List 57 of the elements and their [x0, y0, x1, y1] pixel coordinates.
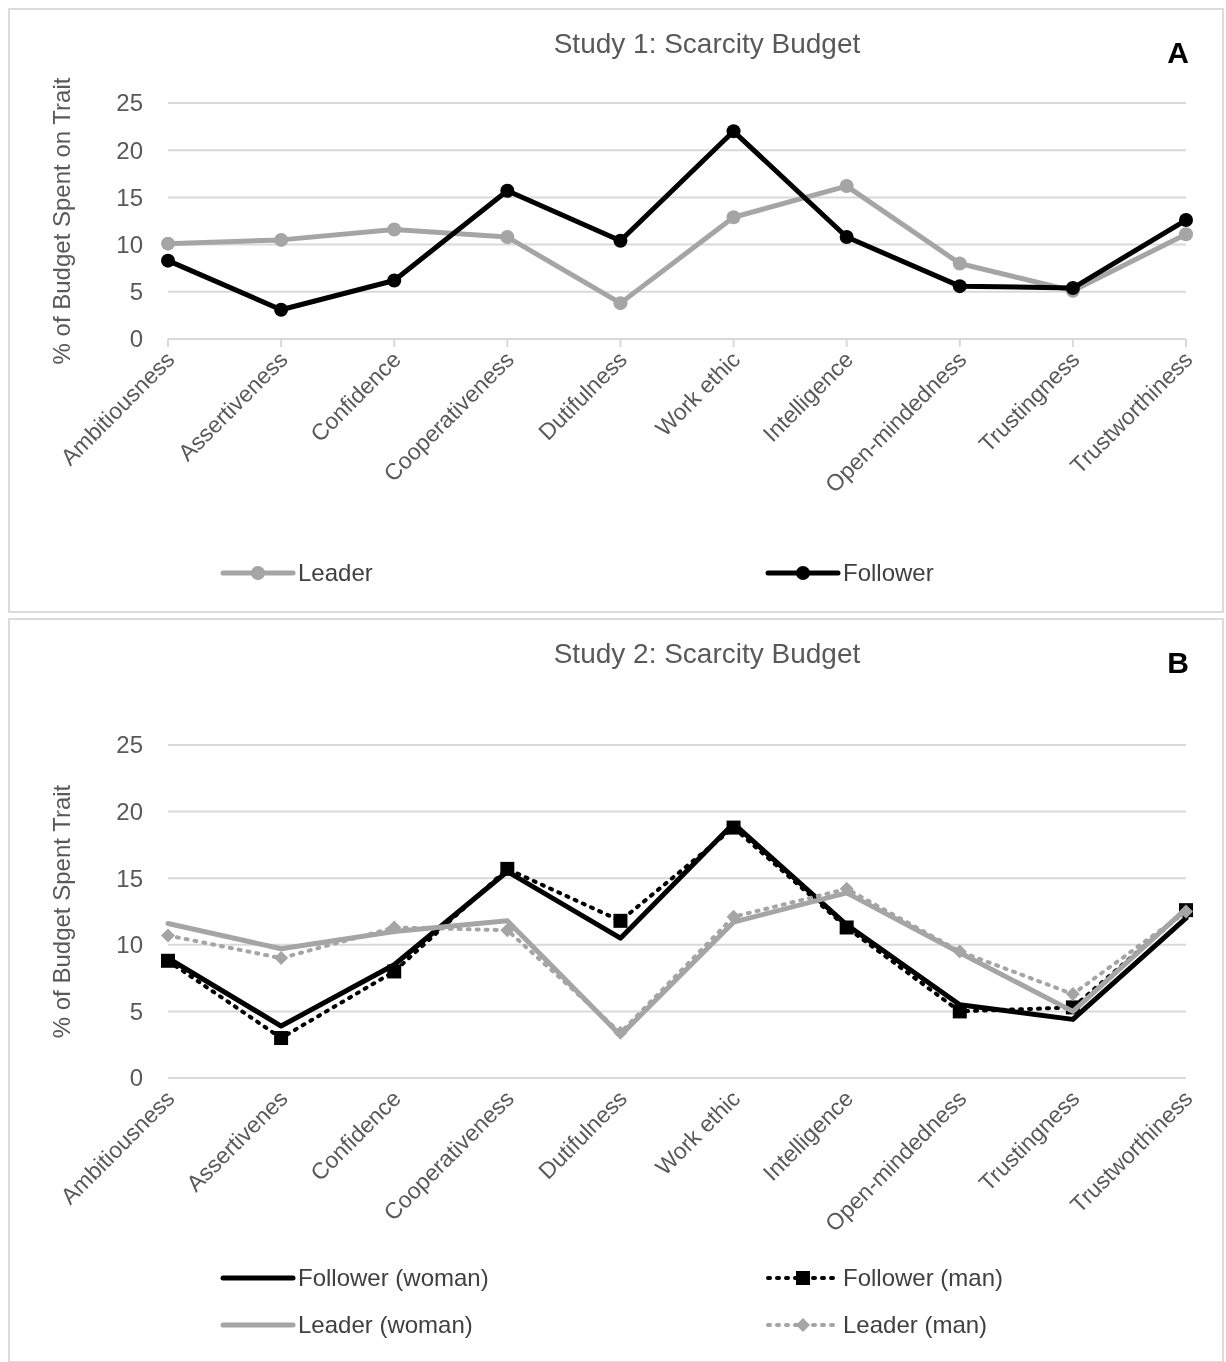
y-tick-label: 0 — [129, 325, 143, 353]
point — [500, 183, 515, 198]
legend-label: Leader (man) — [843, 1311, 988, 1339]
point — [952, 279, 967, 294]
y-tick-label: 15 — [116, 864, 143, 892]
point — [500, 861, 515, 876]
point — [387, 964, 402, 979]
y-tick-label: 20 — [116, 136, 143, 164]
legend-label: Follower (man) — [843, 1264, 1004, 1292]
legend-label: Leader (woman) — [298, 1311, 473, 1339]
legend-label: Follower — [843, 559, 934, 587]
y-tick-label: 25 — [116, 731, 143, 759]
point — [274, 1031, 289, 1046]
point — [952, 256, 967, 271]
y-tick-label: 5 — [129, 278, 143, 306]
point — [274, 232, 289, 247]
y-tick-label: 10 — [116, 931, 143, 959]
legend-label: Follower (woman) — [298, 1264, 489, 1292]
point — [952, 1004, 967, 1019]
point — [161, 236, 175, 251]
point — [274, 302, 289, 317]
point — [613, 1025, 628, 1040]
point — [952, 944, 967, 959]
y-tick-label: 0 — [129, 1064, 143, 1092]
y-tick-label: 20 — [116, 798, 143, 825]
point — [387, 920, 402, 935]
point — [500, 923, 515, 938]
point — [161, 253, 175, 268]
text: A — [1167, 36, 1189, 69]
point — [387, 222, 402, 237]
point — [726, 124, 741, 139]
point — [613, 233, 628, 248]
point — [726, 210, 741, 225]
point — [274, 951, 289, 966]
y-axis-title: % of Budget Spent Trait — [48, 784, 75, 1039]
chart-title: Study 1: Scarcity Budget — [553, 28, 861, 59]
point — [161, 928, 175, 943]
point — [387, 273, 402, 288]
point — [839, 881, 854, 896]
point — [839, 230, 854, 245]
y-tick-label: 5 — [129, 997, 143, 1025]
point — [161, 953, 175, 968]
point — [839, 920, 854, 935]
y-tick-label: 25 — [116, 89, 143, 117]
point — [1179, 213, 1193, 228]
text: B — [1167, 646, 1189, 679]
point — [1179, 227, 1193, 242]
chart-title: Study 2: Scarcity Budget — [553, 638, 861, 669]
point — [839, 179, 854, 194]
point — [1065, 987, 1080, 1002]
y-tick-label: 10 — [116, 231, 143, 258]
point — [613, 913, 628, 928]
legend-label: Leader — [298, 559, 373, 587]
point — [500, 230, 515, 245]
point — [726, 820, 741, 835]
y-tick-label: 15 — [116, 183, 143, 211]
point — [613, 296, 628, 311]
